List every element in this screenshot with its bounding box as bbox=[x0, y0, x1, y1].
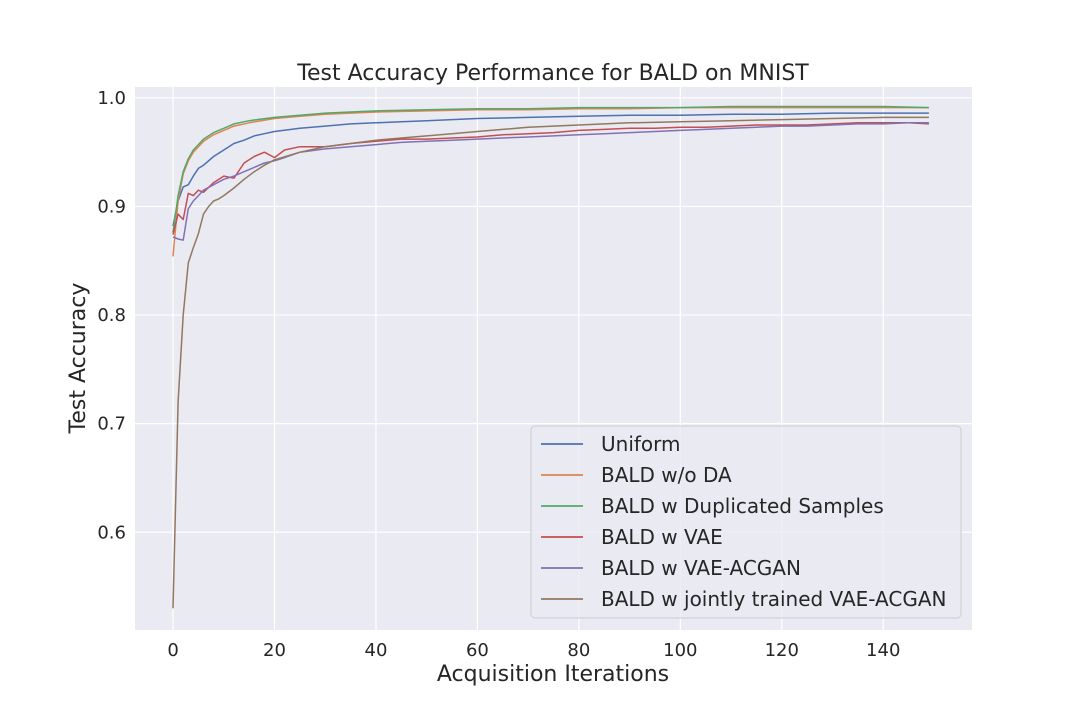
series-lines bbox=[172, 105, 929, 609]
y-axis-ticks: 0.6 0.7 0.8 0.9 1.0 bbox=[97, 88, 126, 543]
x-tick-label: 100 bbox=[663, 640, 697, 661]
x-tick-label: 20 bbox=[263, 640, 286, 661]
x-axis-label: Acquisition Iterations bbox=[437, 662, 669, 687]
x-tick-label: 140 bbox=[866, 640, 900, 661]
chart-title: Test Accuracy Performance for BALD on MN… bbox=[296, 61, 809, 86]
legend-box bbox=[530, 425, 962, 619]
y-tick-label: 0.8 bbox=[97, 305, 126, 326]
y-tick-label: 0.6 bbox=[97, 522, 126, 543]
legend-label-4: BALD w VAE bbox=[601, 525, 723, 549]
y-tick-label: 1.0 bbox=[97, 88, 126, 109]
series-line-2 bbox=[172, 106, 929, 257]
series-line-1 bbox=[172, 112, 929, 227]
y-tick-label: 0.9 bbox=[97, 196, 126, 217]
y-tick-label: 0.7 bbox=[97, 414, 126, 435]
legend-label-1: Uniform bbox=[601, 432, 681, 456]
x-tick-label: 40 bbox=[365, 640, 388, 661]
legend-label-2: BALD w/o DA bbox=[601, 463, 732, 487]
x-tick-label: 80 bbox=[567, 640, 590, 661]
y-axis-label: Test Accuracy bbox=[66, 283, 91, 435]
grid-lines bbox=[135, 87, 972, 630]
legend-label-6: BALD w jointly trained VAE-ACGAN bbox=[601, 587, 946, 611]
series-line-3 bbox=[172, 105, 929, 233]
legend-label-5: BALD w VAE-ACGAN bbox=[601, 556, 801, 580]
x-tick-label: 0 bbox=[167, 640, 178, 661]
legend: Uniform BALD w/o DA BALD w Duplicated Samp… bbox=[530, 425, 962, 619]
x-axis-ticks: 0 20 40 60 80 100 120 140 bbox=[167, 640, 900, 661]
series-line-5 bbox=[172, 122, 929, 241]
x-tick-label: 120 bbox=[765, 640, 799, 661]
series-line-6 bbox=[172, 116, 929, 609]
legend-label-3: BALD w Duplicated Samples bbox=[601, 494, 884, 518]
x-tick-label: 60 bbox=[466, 640, 489, 661]
